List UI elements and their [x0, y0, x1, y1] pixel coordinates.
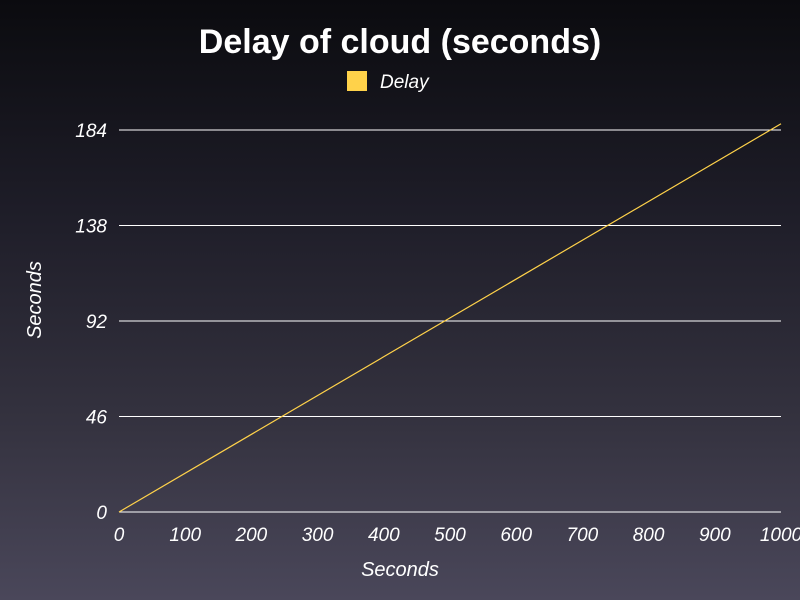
- x-tick-label: 900: [699, 525, 731, 546]
- chart-title: Delay of cloud (seconds): [199, 23, 601, 61]
- y-tick-label: 0: [96, 503, 107, 524]
- y-tick-label: 46: [86, 408, 108, 429]
- legend: Delay: [347, 71, 430, 93]
- legend-swatch-delay: [347, 71, 367, 91]
- y-axis-label: Seconds: [24, 261, 46, 339]
- y-axis-ticks: 0 46 92 138 184: [75, 121, 107, 524]
- y-tick-label: 184: [75, 121, 107, 142]
- x-tick-label: 500: [434, 525, 466, 546]
- series-layer: [118, 123, 782, 513]
- x-tick-label: 700: [567, 525, 599, 546]
- y-tick-label: 92: [86, 312, 108, 333]
- x-tick-label: 100: [169, 525, 201, 546]
- grid-lines: [119, 129, 781, 513]
- x-tick-label: 200: [235, 525, 268, 546]
- x-tick-label: 600: [500, 525, 532, 546]
- x-tick-label: 0: [114, 525, 125, 546]
- legend-label-delay: Delay: [380, 72, 430, 93]
- x-tick-label: 400: [368, 525, 400, 546]
- x-axis-label: Seconds: [361, 559, 439, 581]
- y-tick-label: 138: [75, 217, 107, 238]
- x-tick-label: 1000: [760, 525, 800, 546]
- series-line-delay: [118, 123, 782, 513]
- x-tick-label: 800: [633, 525, 665, 546]
- x-axis-ticks: 0 100 200 300 400 500 600 700 800 900 1000: [114, 525, 800, 546]
- x-tick-label: 300: [302, 525, 334, 546]
